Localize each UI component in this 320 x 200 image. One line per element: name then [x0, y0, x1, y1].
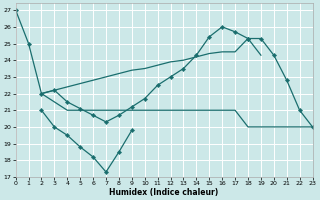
X-axis label: Humidex (Indice chaleur): Humidex (Indice chaleur) [109, 188, 219, 197]
